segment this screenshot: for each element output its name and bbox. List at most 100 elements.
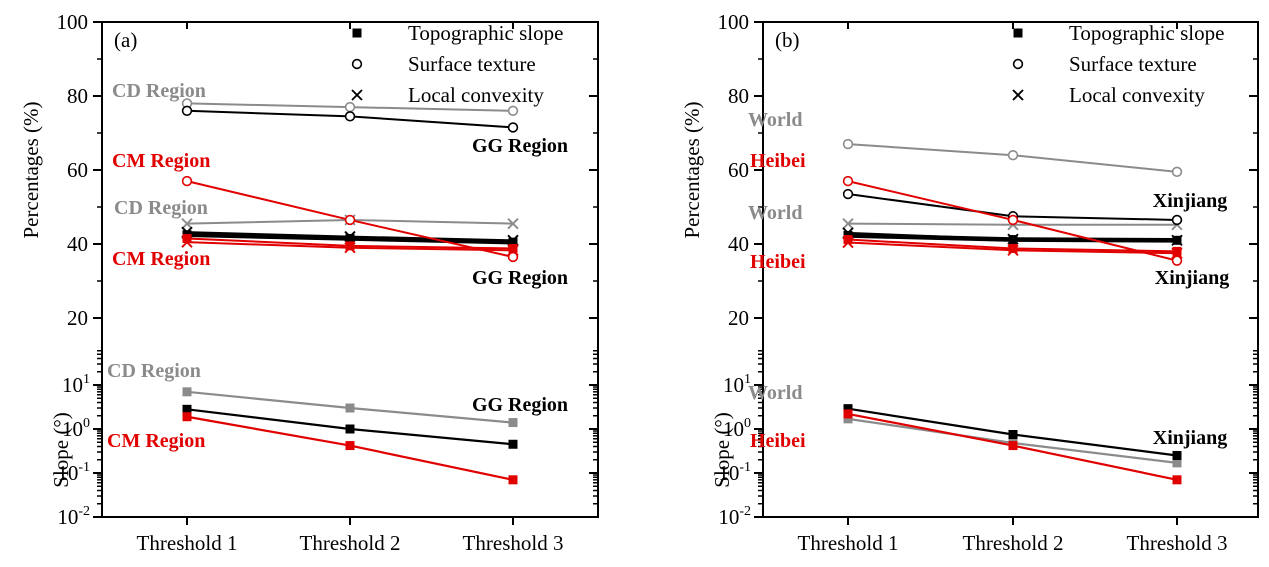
region-label-xinjiang: Xinjiang [1155, 267, 1229, 289]
percent-tick-label: 40 [67, 232, 88, 256]
data-point-marker [1008, 441, 1018, 451]
region-label-xinjiang: Xinjiang [1153, 190, 1227, 212]
slope-tick-label: 10-1 [57, 460, 90, 485]
region-label-cm-region: CM Region [112, 248, 210, 270]
percent-series-group [181, 98, 519, 263]
data-point-marker [1172, 475, 1182, 485]
data-point-marker [1171, 247, 1183, 259]
legend-square-marker [352, 28, 362, 38]
data-point-marker [182, 412, 192, 422]
legend: Topographic slope Surface texture Local co… [1012, 21, 1224, 107]
data-point-marker [345, 403, 355, 413]
percent-tick-label: 100 [57, 10, 89, 34]
data-point-marker [507, 105, 519, 117]
data-point-marker [507, 122, 519, 133]
region-label-xinjiang: Xinjiang [1153, 427, 1227, 449]
slope-tick-label: 101 [723, 372, 751, 397]
percent-tick-label: 100 [718, 10, 750, 34]
data-point-marker [508, 237, 518, 247]
percent-tick-label: 80 [728, 84, 749, 108]
data-point-marker [508, 243, 518, 253]
region-label-gg-region: GG Region [472, 135, 568, 157]
annotations: CD Region GG Region CM Region CD Region CM R… [107, 80, 568, 452]
data-point-marker [1007, 214, 1019, 226]
data-point-marker [1172, 458, 1182, 468]
region-label-gg-region: GG Region [472, 267, 568, 289]
data-point-marker [1172, 450, 1182, 460]
percent-series-group [842, 138, 1183, 266]
data-point-marker [843, 404, 853, 414]
slope-tick-label: 10-1 [718, 460, 751, 485]
data-point-marker [181, 105, 193, 117]
slope-tick-label: 100 [723, 416, 751, 441]
percent-tick-label: 20 [728, 306, 749, 330]
data-point-marker [1171, 166, 1183, 178]
x-axis-category-label: Threshold 1 [798, 531, 899, 555]
region-label-heibei: Heibei [750, 251, 806, 273]
data-point-marker [344, 242, 356, 254]
region-label-heibei: Heibei [750, 430, 806, 452]
data-point-marker [1007, 233, 1019, 245]
data-point-marker [507, 251, 519, 263]
x-axis-category-label: Threshold 3 [1127, 531, 1228, 555]
data-point-marker [1008, 243, 1018, 253]
data-point-marker [1171, 234, 1183, 246]
data-point-marker [843, 409, 853, 419]
region-label-heibei: Heibei [750, 150, 806, 172]
x-axis-category-label: Threshold 1 [137, 531, 238, 555]
region-label-cd-region: CD Region [114, 197, 208, 219]
legend-circle-marker [1012, 58, 1024, 70]
percent-tick-label: 60 [728, 158, 749, 182]
legend-label: Surface texture [408, 52, 536, 76]
data-point-marker [1007, 150, 1019, 161]
data-point-marker [345, 441, 355, 451]
legend-square-marker [1013, 28, 1023, 38]
data-point-marker [181, 236, 193, 248]
slope-series-group [182, 387, 518, 485]
percent-tick-label: 80 [67, 84, 88, 108]
legend-label: Local convexity [408, 83, 544, 107]
axis-ticks: 100 80 60 40 20 101 100 10-1 10-2 Threshold 1 Thre… [718, 10, 1258, 555]
region-label-world: World [748, 109, 802, 131]
percent-axis-title: Percentages (%) [680, 101, 704, 238]
slope-axis-title: Slope (°) [49, 412, 73, 487]
slope-tick-label: 10-2 [57, 504, 90, 529]
data-point-marker [344, 230, 356, 243]
legend-label: Surface texture [1069, 52, 1197, 76]
x-axis-category-label: Threshold 2 [963, 531, 1064, 555]
data-point-marker [345, 241, 355, 251]
data-point-marker [1171, 214, 1183, 226]
data-point-marker [507, 217, 519, 230]
data-point-marker [1008, 429, 1018, 439]
x-axis-category-label: Threshold 2 [300, 531, 401, 555]
panel-a: 100 80 60 40 20 101 100 10-1 10-2 Threshold 1 Thre… [19, 10, 599, 555]
legend-circle-marker [351, 58, 363, 70]
data-point-marker [344, 111, 356, 122]
annotations: World Heibei Xinjiang World Heibei Xinjiang Wo… [748, 109, 1229, 452]
slope-series-group [843, 404, 1182, 485]
data-point-marker [508, 418, 518, 428]
axis-ticks: 100 80 60 40 20 101 100 10-1 10-2 Threshold 1 Thre… [57, 10, 598, 555]
data-point-marker [842, 217, 854, 230]
x-axis-category-label: Threshold 3 [463, 531, 564, 555]
data-point-marker [508, 439, 518, 449]
legend-label: Local convexity [1069, 83, 1205, 107]
panel-label: (a) [114, 28, 137, 52]
slope-tick-label: 101 [62, 372, 90, 397]
plot-frame [762, 21, 1259, 518]
data-point-marker [843, 235, 853, 245]
region-label-gg-region: GG Region [472, 394, 568, 416]
slope-tick-label: 100 [62, 416, 90, 441]
data-point-marker [182, 404, 192, 414]
region-label-world: World [748, 202, 802, 224]
data-point-marker [508, 475, 518, 485]
slope-axis-title: Slope (°) [710, 412, 734, 487]
legend-x-marker [1012, 89, 1024, 101]
legend-label: Topographic slope [408, 21, 563, 45]
region-label-cd-region: CD Region [112, 80, 206, 102]
data-point-marker [344, 214, 356, 226]
legend: Topographic slope Surface texture Local co… [351, 21, 563, 107]
panel-b: 100 80 60 40 20 101 100 10-1 10-2 Threshold 1 Thre… [680, 10, 1259, 555]
region-label-world: World [748, 382, 802, 404]
